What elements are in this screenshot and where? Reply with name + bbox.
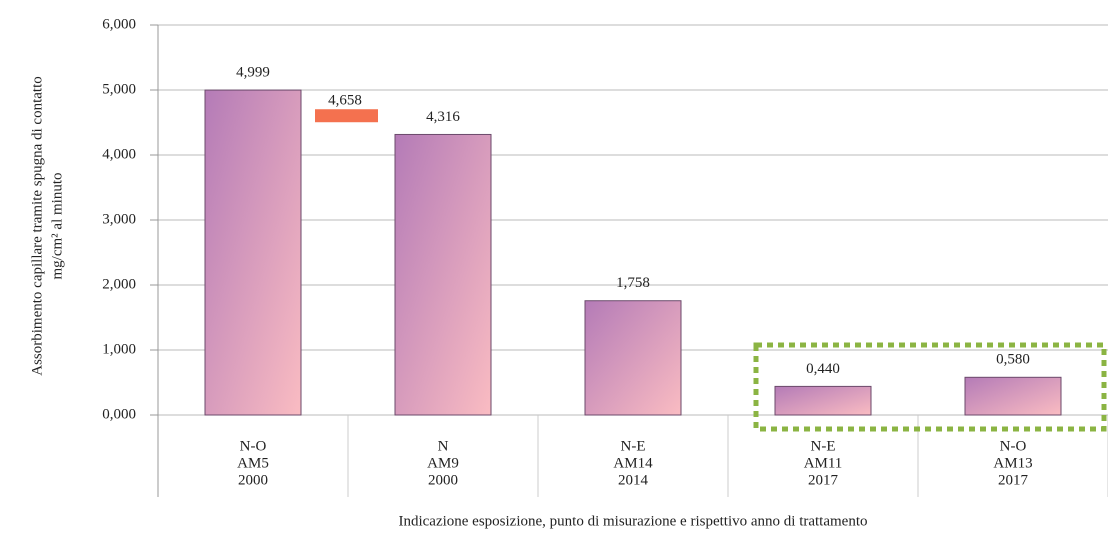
data-label: 0,440 [806, 361, 840, 377]
x-tick-label: N-E [811, 438, 836, 454]
y-tick-label: 4,000 [102, 146, 136, 162]
x-tick-label: AM9 [427, 455, 459, 471]
x-tick-label: AM13 [993, 455, 1032, 471]
y-tick-label: 0,000 [102, 406, 136, 422]
x-tick-label: 2017 [998, 472, 1029, 488]
y-axis-title: Assorbimento capillare tramite spugna di… [29, 76, 45, 376]
bar [394, 133, 492, 416]
y-tick-label: 5,000 [102, 81, 136, 97]
y-tick-label: 6,000 [102, 16, 136, 32]
x-axis-title: Indicazione esposizione, punto di misura… [398, 513, 867, 529]
bar [204, 89, 302, 416]
x-tick-label: N-O [1000, 438, 1027, 454]
x-tick-label: N [438, 438, 449, 454]
x-tick-label: 2017 [808, 472, 839, 488]
annotation-label: 4,658 [328, 93, 362, 109]
data-label: 4,316 [426, 109, 460, 125]
plot: 0,000 1,000 2,000 3,000 4,000 5,000 6,000 4,999… [102, 16, 1108, 497]
data-label: 0,580 [996, 352, 1030, 368]
x-tick-label: 2000 [428, 472, 458, 488]
bar [964, 376, 1062, 416]
x-tick-label: 2014 [618, 472, 649, 488]
y-axis-title: mg/cm² al minuto [49, 173, 65, 280]
data-label: 4,999 [236, 65, 270, 81]
x-tick-label: AM5 [237, 455, 269, 471]
highlight-box [753, 342, 1107, 432]
x-tick-label: 2000 [238, 472, 268, 488]
y-tick-label: 1,000 [102, 341, 136, 357]
data-label: 1,758 [616, 275, 650, 291]
x-tick-label: AM11 [804, 455, 843, 471]
y-tick-label: 2,000 [102, 276, 136, 292]
y-tick-label: 3,000 [102, 211, 136, 227]
x-tick-label: N-E [621, 438, 646, 454]
annotation-mark [315, 109, 378, 123]
x-tick-label: AM14 [613, 455, 653, 471]
x-tick-label: N-O [240, 438, 267, 454]
bar [774, 385, 872, 416]
bar [584, 300, 682, 416]
